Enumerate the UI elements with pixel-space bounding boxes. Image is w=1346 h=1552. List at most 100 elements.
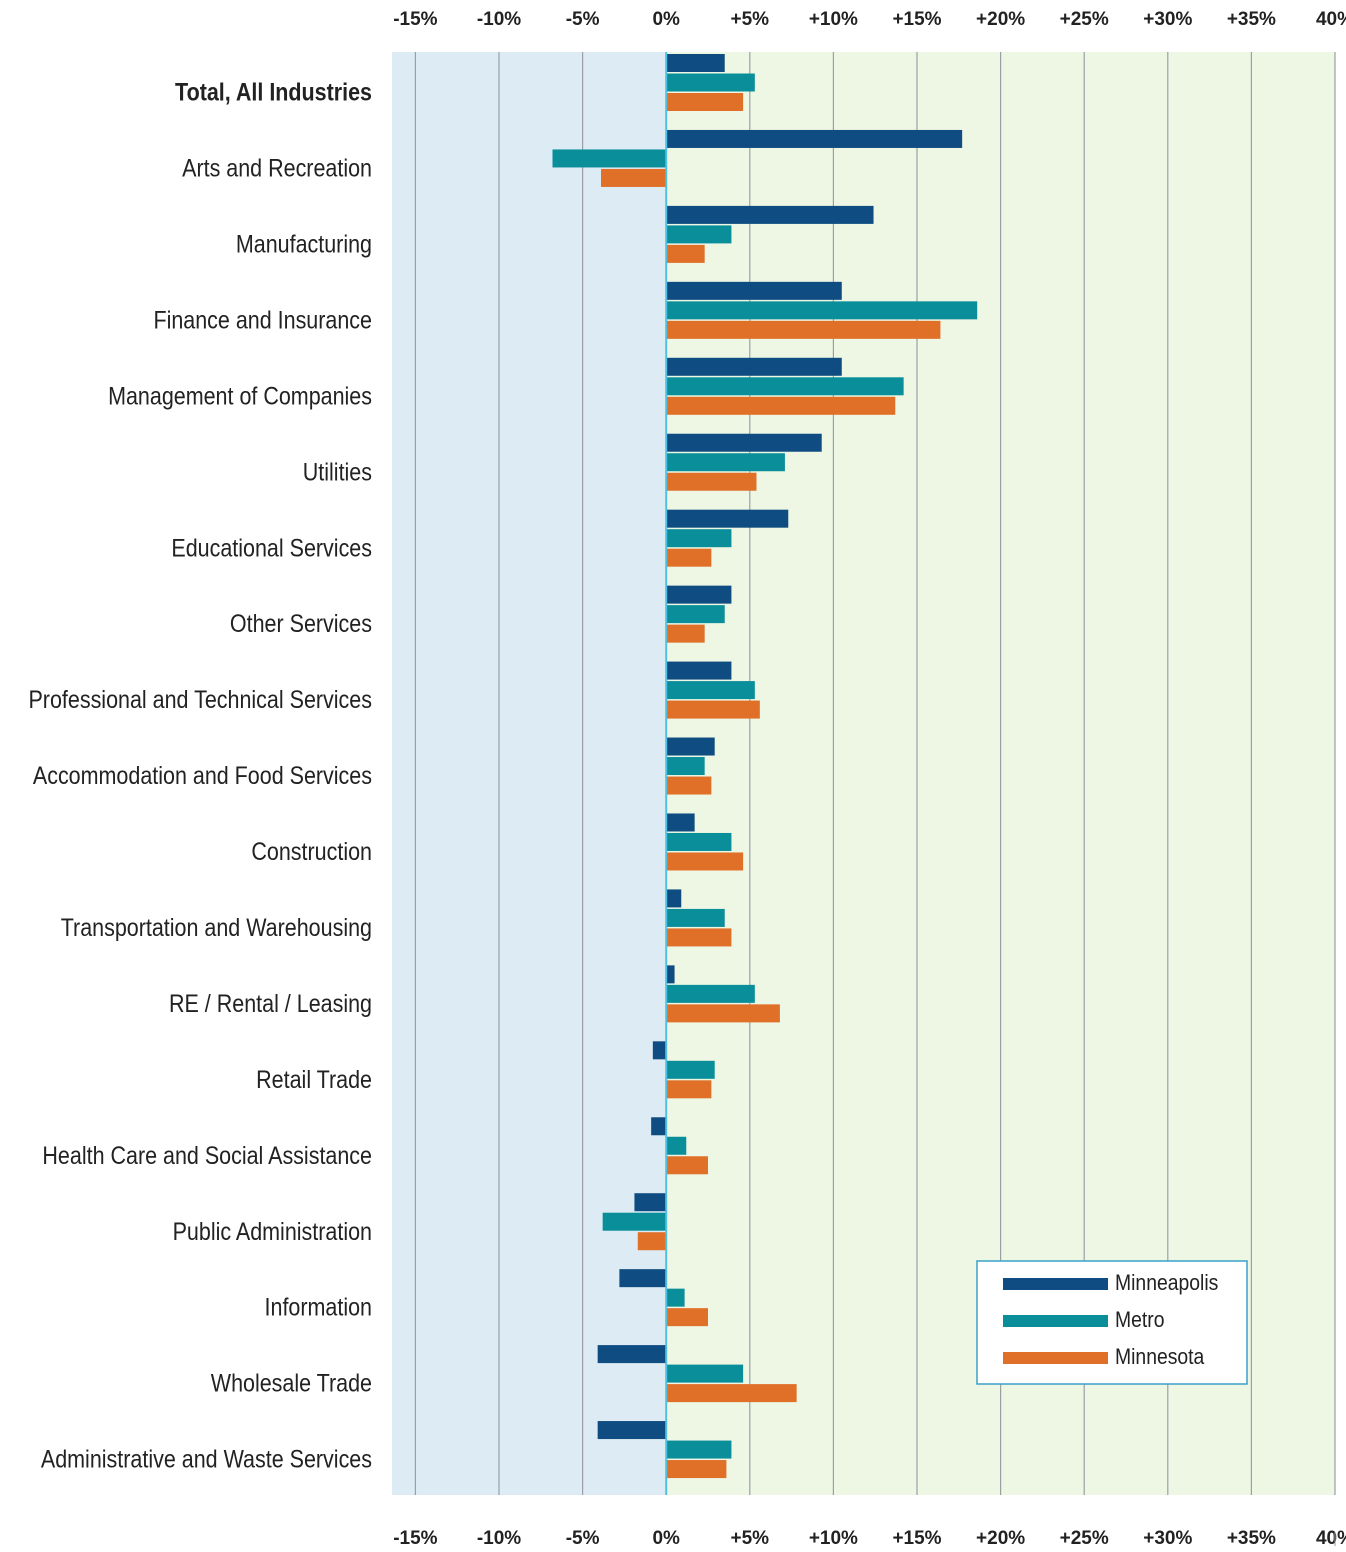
x-tick-label: +5%	[731, 9, 770, 30]
category-label: Accommodation and Food Services	[33, 762, 372, 790]
legend-label: Minneapolis	[1115, 1271, 1218, 1295]
x-tick-label: +25%	[1060, 9, 1109, 30]
bar	[666, 757, 705, 776]
bar	[666, 681, 755, 700]
bar	[666, 357, 842, 376]
category-label: Construction	[251, 838, 372, 866]
bar	[666, 205, 874, 224]
x-tick-label: +5%	[731, 1528, 770, 1549]
x-tick-label: +30%	[1143, 9, 1192, 30]
legend-label: Metro	[1115, 1308, 1164, 1332]
category-label: Information	[265, 1293, 372, 1321]
bar	[600, 168, 667, 187]
bar	[666, 928, 732, 947]
legend-swatch	[1003, 1352, 1108, 1364]
bar	[597, 1345, 667, 1364]
bar	[666, 320, 941, 339]
x-tick-label: +30%	[1143, 1528, 1192, 1549]
bar	[666, 281, 842, 300]
x-tick-label: -10%	[477, 9, 521, 30]
bar	[552, 149, 667, 168]
bar	[666, 377, 904, 396]
bar	[666, 472, 757, 491]
bar	[666, 54, 725, 72]
bar	[666, 889, 682, 908]
bar	[666, 737, 715, 756]
category-label: Health Care and Social Assistance	[42, 1141, 372, 1169]
x-tick-label: +25%	[1060, 1528, 1109, 1549]
x-tick-label: -15%	[393, 1528, 437, 1549]
bar	[666, 1384, 797, 1403]
category-label: Wholesale Trade	[211, 1369, 372, 1397]
x-tick-label: -5%	[566, 1528, 600, 1549]
x-tick-label: +35%	[1227, 9, 1276, 30]
bar	[666, 984, 755, 1003]
bar	[666, 832, 732, 851]
category-label: Finance and Insurance	[153, 306, 372, 334]
x-tick-label: +15%	[892, 9, 941, 30]
category-label: Retail Trade	[256, 1065, 372, 1093]
bar	[666, 244, 705, 263]
bar	[666, 548, 712, 567]
x-tick-label: -5%	[566, 9, 600, 30]
bar	[666, 700, 760, 719]
category-label: Utilities	[303, 458, 372, 486]
category-label: Transportation and Warehousing	[61, 913, 372, 941]
bar	[666, 396, 896, 415]
bar	[666, 433, 822, 452]
x-tick-label: -15%	[393, 9, 437, 30]
x-tick-label: 40%	[1316, 1528, 1346, 1549]
x-tick-label: +20%	[976, 1528, 1025, 1549]
category-label: Arts and Recreation	[182, 154, 372, 182]
bar	[666, 129, 963, 148]
legend-swatch	[1003, 1278, 1108, 1290]
bar	[666, 529, 732, 548]
bar	[666, 661, 732, 680]
bar	[602, 1212, 667, 1231]
bar	[652, 1041, 667, 1060]
bar	[666, 852, 744, 871]
x-tick-label: 0%	[652, 1528, 680, 1549]
category-label: Management of Companies	[108, 382, 372, 410]
bar	[597, 1421, 667, 1440]
bar	[666, 908, 725, 927]
bar	[666, 605, 725, 624]
bar	[666, 73, 755, 92]
bar	[666, 1156, 709, 1175]
bar	[666, 225, 732, 244]
x-tick-label: +10%	[809, 9, 858, 30]
negative-zone	[392, 52, 667, 1495]
bar	[619, 1269, 667, 1288]
bar	[666, 1364, 744, 1383]
bar	[666, 1136, 687, 1155]
bar	[666, 624, 705, 643]
bar	[666, 813, 695, 832]
x-tick-label: 0%	[652, 9, 680, 30]
category-label: Educational Services	[171, 534, 372, 562]
category-label: Administrative and Waste Services	[41, 1445, 372, 1473]
bar	[666, 509, 789, 528]
x-tick-label: +35%	[1227, 1528, 1276, 1549]
bar	[651, 1117, 667, 1136]
category-label: RE / Rental / Leasing	[169, 989, 372, 1017]
category-label: Manufacturing	[236, 230, 372, 258]
bar	[666, 1308, 709, 1327]
x-tick-label: 40%	[1316, 9, 1346, 30]
category-label: Public Administration	[173, 1217, 372, 1245]
bar	[666, 1060, 715, 1079]
bar	[666, 585, 732, 604]
category-label: Professional and Technical Services	[28, 686, 372, 714]
x-tick-label: -10%	[477, 1528, 521, 1549]
bar	[666, 776, 712, 795]
category-label: Other Services	[230, 610, 372, 638]
bar	[666, 1004, 780, 1023]
bar	[637, 1232, 667, 1251]
legend-label: Minnesota	[1115, 1345, 1205, 1369]
x-tick-label: +15%	[892, 1528, 941, 1549]
legend-swatch	[1003, 1315, 1108, 1327]
bar	[666, 1440, 732, 1459]
bar	[666, 965, 675, 984]
x-tick-label: +20%	[976, 9, 1025, 30]
bar	[666, 301, 978, 320]
